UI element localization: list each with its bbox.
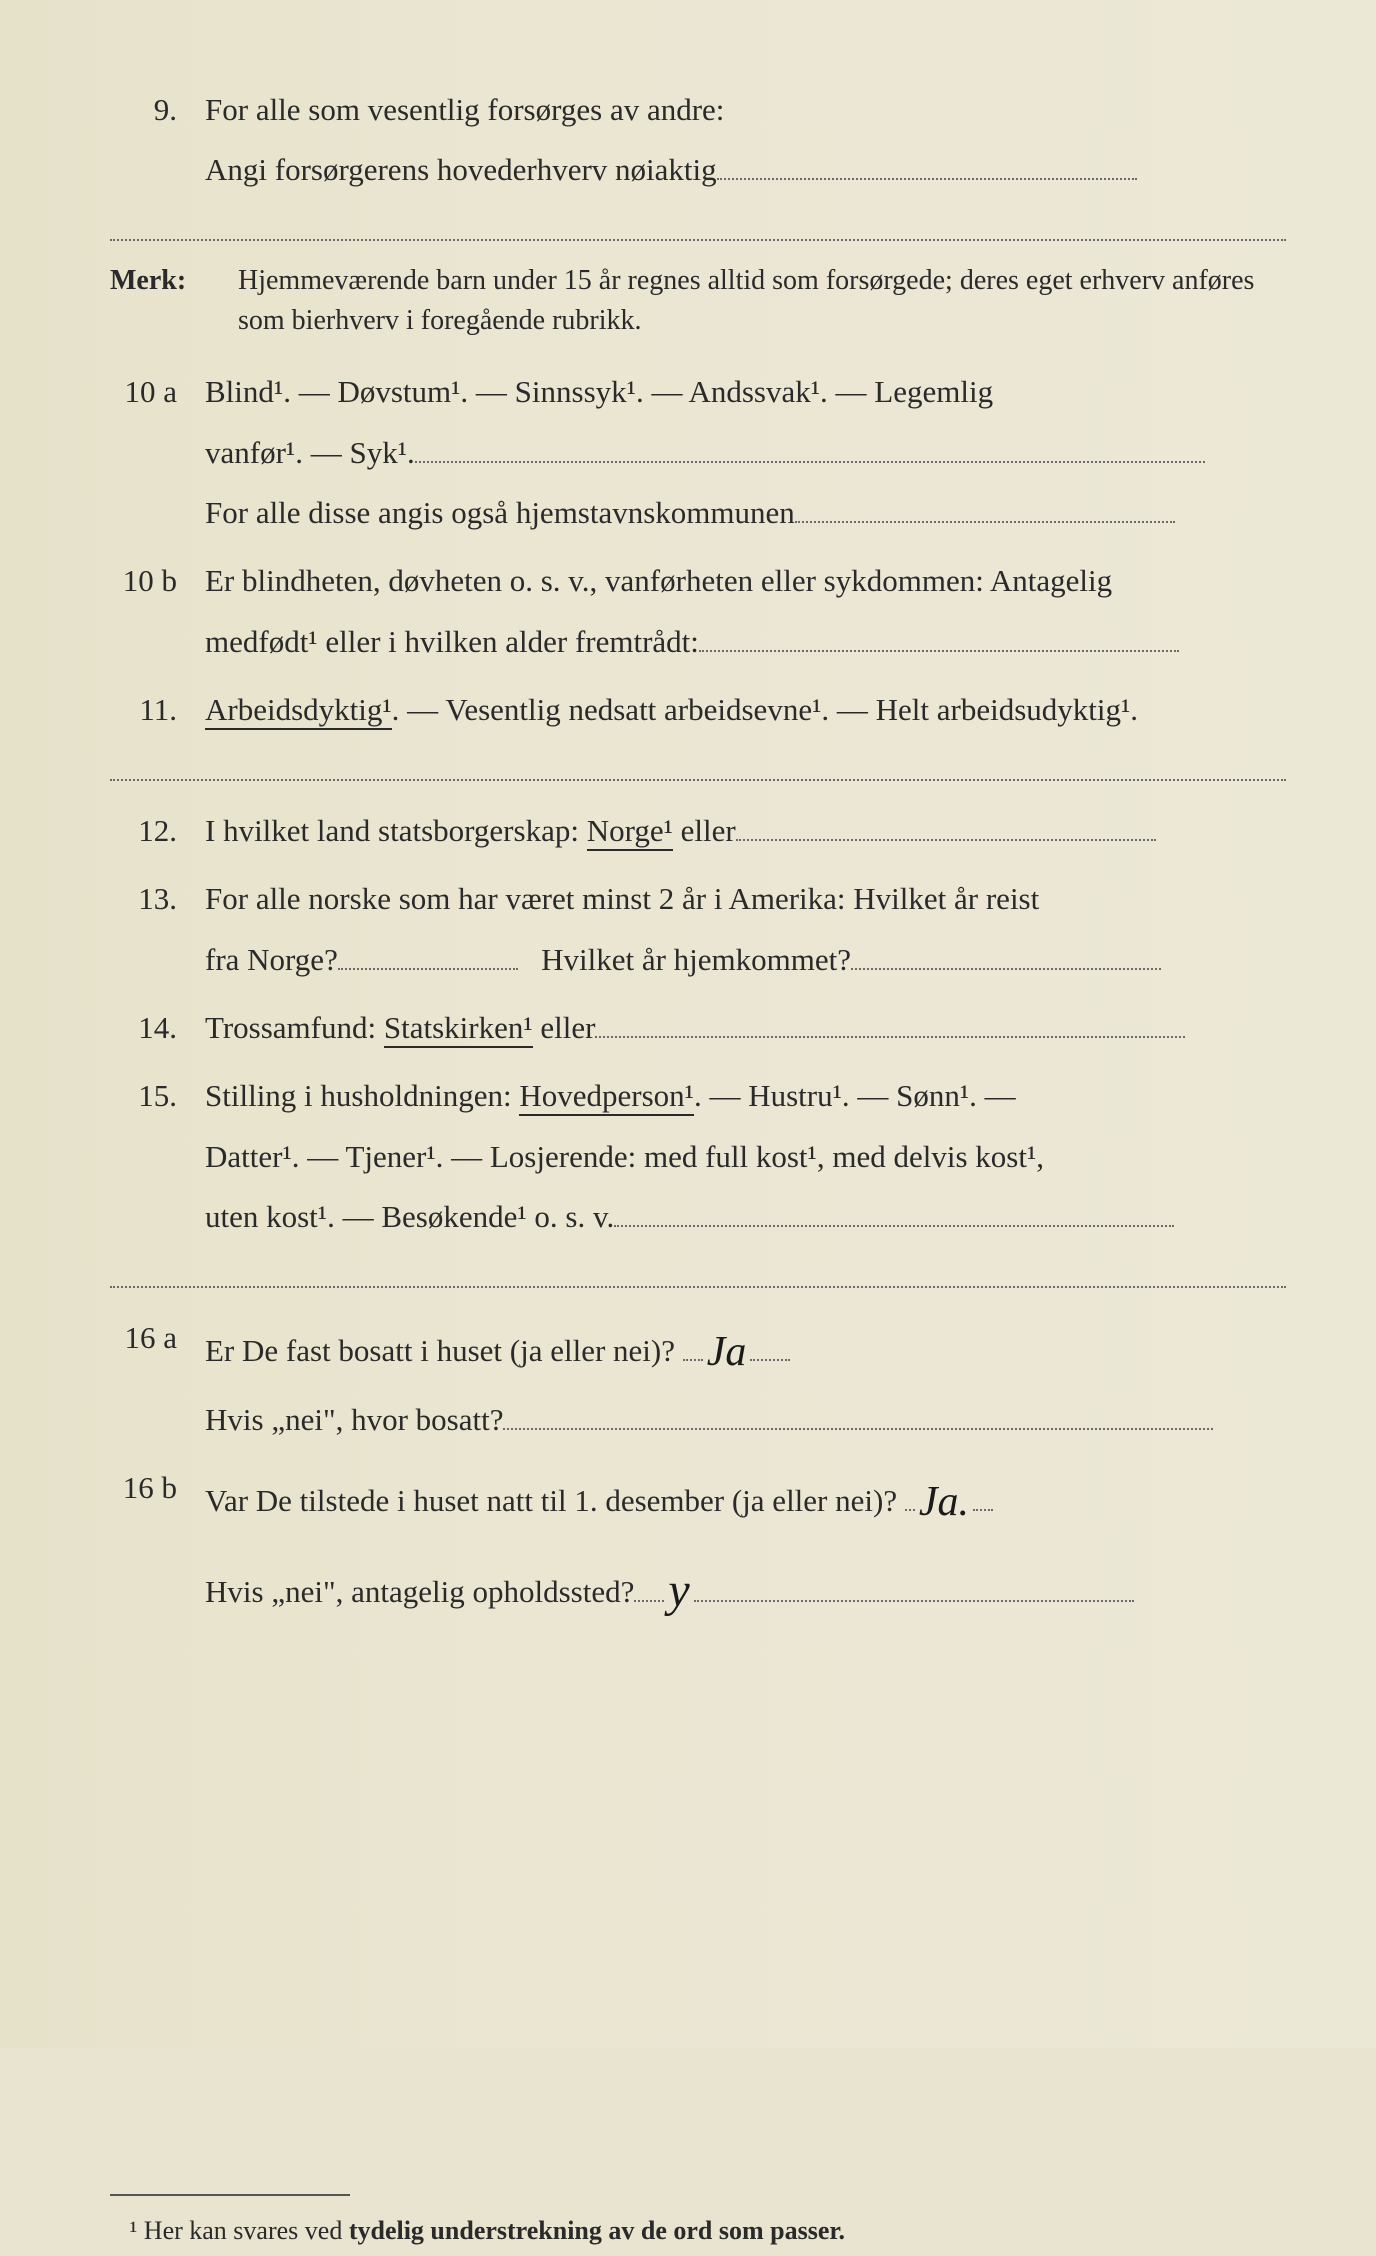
- merk-text: Hjemmeværende barn under 15 år regnes al…: [238, 261, 1286, 342]
- question-12: 12. I hvilket land statsborgerskap: Norg…: [110, 801, 1286, 861]
- footnote-text: Her kan svares ved: [137, 2216, 349, 2245]
- q15-line2: Datter¹. — Tjener¹. — Losjerende: med fu…: [205, 1127, 1286, 1187]
- q16b-answer1: Ja.: [915, 1462, 973, 1544]
- question-11-body: Arbeidsdyktig¹. — Vesentlig nedsatt arbe…: [205, 680, 1286, 740]
- question-14: 14. Trossamfund: Statskirken¹ eller: [110, 998, 1286, 1058]
- question-16a: 16 a Er De fast bosatt i huset (ja eller…: [110, 1308, 1286, 1450]
- question-11: 11. Arbeidsdyktig¹. — Vesentlig nedsatt …: [110, 680, 1286, 740]
- question-12-number: 12.: [110, 801, 205, 861]
- q14-post: eller: [533, 1010, 596, 1045]
- q16b-blank1-pre[interactable]: [905, 1478, 915, 1511]
- q16a-line1: Er De fast bosatt i huset (ja eller nei)…: [205, 1308, 1286, 1390]
- question-13-body: For alle norske som har været minst 2 år…: [205, 869, 1286, 990]
- q13-line2b: Hvilket år hjemkommet?: [541, 942, 851, 977]
- q9-line2-text: Angi forsørgerens hovederhverv nøiaktig: [205, 152, 717, 187]
- q11-underlined: Arbeidsdyktig¹: [205, 692, 392, 730]
- footnote-marker: ¹: [130, 2216, 138, 2245]
- q10a-line1: Blind¹. — Døvstum¹. — Sinnssyk¹. — Andss…: [205, 362, 1286, 422]
- q10a-line3-text: For alle disse angis også hjemstavnskomm…: [205, 495, 795, 530]
- question-16a-body: Er De fast bosatt i huset (ja eller nei)…: [205, 1308, 1286, 1450]
- q10a-line2: vanfør¹. — Syk¹.: [205, 423, 1286, 483]
- q14-blank[interactable]: [595, 1005, 1185, 1038]
- q10b-line2: medfødt¹ eller i hvilken alder fremtrådt…: [205, 612, 1286, 672]
- question-10a-body: Blind¹. — Døvstum¹. — Sinnssyk¹. — Andss…: [205, 362, 1286, 543]
- question-12-body: I hvilket land statsborgerskap: Norge¹ e…: [205, 801, 1286, 861]
- question-16a-number: 16 a: [110, 1308, 205, 1368]
- q16b-blank2b[interactable]: [694, 1569, 1134, 1602]
- q10a-blank2[interactable]: [795, 490, 1175, 523]
- question-13-number: 13.: [110, 869, 205, 929]
- question-10a-number: 10 a: [110, 362, 205, 422]
- q15-post1: . — Hustru¹. — Sønn¹. —: [694, 1078, 1016, 1113]
- footnote: ¹ Her kan svares ved tydelig understrekn…: [110, 2206, 1286, 2256]
- q13-blank1[interactable]: [338, 937, 518, 970]
- q16a-blank1-post[interactable]: [750, 1328, 790, 1361]
- q10a-line3: For alle disse angis også hjemstavnskomm…: [205, 483, 1286, 543]
- q9-line1: For alle som vesentlig forsørges av andr…: [205, 80, 1286, 140]
- q13-line2: fra Norge? Hvilket år hjemkommet?: [205, 930, 1286, 990]
- question-10b-number: 10 b: [110, 551, 205, 611]
- q15-line3-text: uten kost¹. — Besøkende¹ o. s. v.: [205, 1199, 614, 1234]
- merk-label: Merk:: [110, 261, 238, 302]
- question-15: 15. Stilling i husholdningen: Hovedperso…: [110, 1066, 1286, 1247]
- q11-rest: . — Vesentlig nedsatt arbeidsevne¹. — He…: [392, 692, 1138, 727]
- q16a-q2: Hvis „nei", hvor bosatt?: [205, 1402, 503, 1437]
- q16b-blank2a[interactable]: [634, 1569, 664, 1602]
- q16a-q1: Er De fast bosatt i huset (ja eller nei)…: [205, 1333, 675, 1368]
- q16a-answer1: Ja: [703, 1312, 751, 1394]
- q15-blank[interactable]: [614, 1194, 1174, 1227]
- question-16b-body: Var De tilstede i huset natt til 1. dese…: [205, 1458, 1286, 1633]
- question-10a: 10 a Blind¹. — Døvstum¹. — Sinnssyk¹. — …: [110, 362, 1286, 543]
- q12-post: eller: [673, 813, 736, 848]
- q10b-blank[interactable]: [699, 619, 1179, 652]
- question-11-number: 11.: [110, 680, 205, 740]
- q13-line2a: fra Norge?: [205, 942, 338, 977]
- q16a-blank1-pre[interactable]: [683, 1328, 703, 1361]
- q12-underlined: Norge¹: [587, 813, 673, 851]
- question-16b-number: 16 b: [110, 1458, 205, 1518]
- q16b-q1: Var De tilstede i huset natt til 1. dese…: [205, 1483, 897, 1518]
- document-page: 9. For alle som vesentlig forsørges av a…: [0, 0, 1376, 2048]
- question-15-body: Stilling i husholdningen: Hovedperson¹. …: [205, 1066, 1286, 1247]
- q13-blank2[interactable]: [851, 937, 1161, 970]
- question-15-number: 15.: [110, 1066, 205, 1126]
- question-16b: 16 b Var De tilstede i huset natt til 1.…: [110, 1458, 1286, 1633]
- q10b-line1: Er blindheten, døvheten o. s. v., vanfør…: [205, 551, 1286, 611]
- divider-after-11: [110, 771, 1286, 781]
- q12-pre: I hvilket land statsborgerskap:: [205, 813, 587, 848]
- q15-underlined: Hovedperson¹: [519, 1078, 694, 1116]
- q14-pre: Trossamfund:: [205, 1010, 384, 1045]
- question-10b-body: Er blindheten, døvheten o. s. v., vanfør…: [205, 551, 1286, 672]
- question-14-body: Trossamfund: Statskirken¹ eller: [205, 998, 1286, 1058]
- q15-line1: Stilling i husholdningen: Hovedperson¹. …: [205, 1066, 1286, 1126]
- q16b-line2: Hvis „nei", antagelig opholdssted?y: [205, 1540, 1286, 1634]
- q16b-flourish: y: [664, 1544, 693, 1638]
- q10a-line2-text: vanfør¹. — Syk¹.: [205, 435, 415, 470]
- q14-underlined: Statskirken¹: [384, 1010, 533, 1048]
- merk-note: Merk: Hjemmeværende barn under 15 år reg…: [110, 261, 1286, 342]
- question-14-number: 14.: [110, 998, 205, 1058]
- q10a-blank1[interactable]: [415, 430, 1205, 463]
- question-9: 9. For alle som vesentlig forsørges av a…: [110, 80, 1286, 201]
- footnote-bold: tydelig understrekning av de ord som pas…: [349, 2216, 845, 2245]
- q16b-blank1-post[interactable]: [973, 1478, 993, 1511]
- question-10b: 10 b Er blindheten, døvheten o. s. v., v…: [110, 551, 1286, 672]
- q16b-q2: Hvis „nei", antagelig opholdssted?: [205, 1574, 634, 1609]
- q16a-line2: Hvis „nei", hvor bosatt?: [205, 1390, 1286, 1450]
- q9-line2: Angi forsørgerens hovederhverv nøiaktig: [205, 140, 1286, 200]
- footnote-rule: [110, 2194, 350, 2196]
- divider-after-15: [110, 1278, 1286, 1288]
- q9-blank[interactable]: [717, 147, 1137, 180]
- q16b-line1: Var De tilstede i huset natt til 1. dese…: [205, 1458, 1286, 1540]
- question-9-body: For alle som vesentlig forsørges av andr…: [205, 80, 1286, 201]
- q13-line1: For alle norske som har været minst 2 år…: [205, 869, 1286, 929]
- question-13: 13. For alle norske som har været minst …: [110, 869, 1286, 990]
- divider-after-9: [110, 231, 1286, 241]
- q15-line3: uten kost¹. — Besøkende¹ o. s. v.: [205, 1187, 1286, 1247]
- q10b-line2-text: medfødt¹ eller i hvilken alder fremtrådt…: [205, 624, 699, 659]
- q12-blank[interactable]: [736, 808, 1156, 841]
- q16a-blank2[interactable]: [503, 1397, 1213, 1430]
- question-9-number: 9.: [110, 80, 205, 140]
- q15-pre: Stilling i husholdningen:: [205, 1078, 519, 1113]
